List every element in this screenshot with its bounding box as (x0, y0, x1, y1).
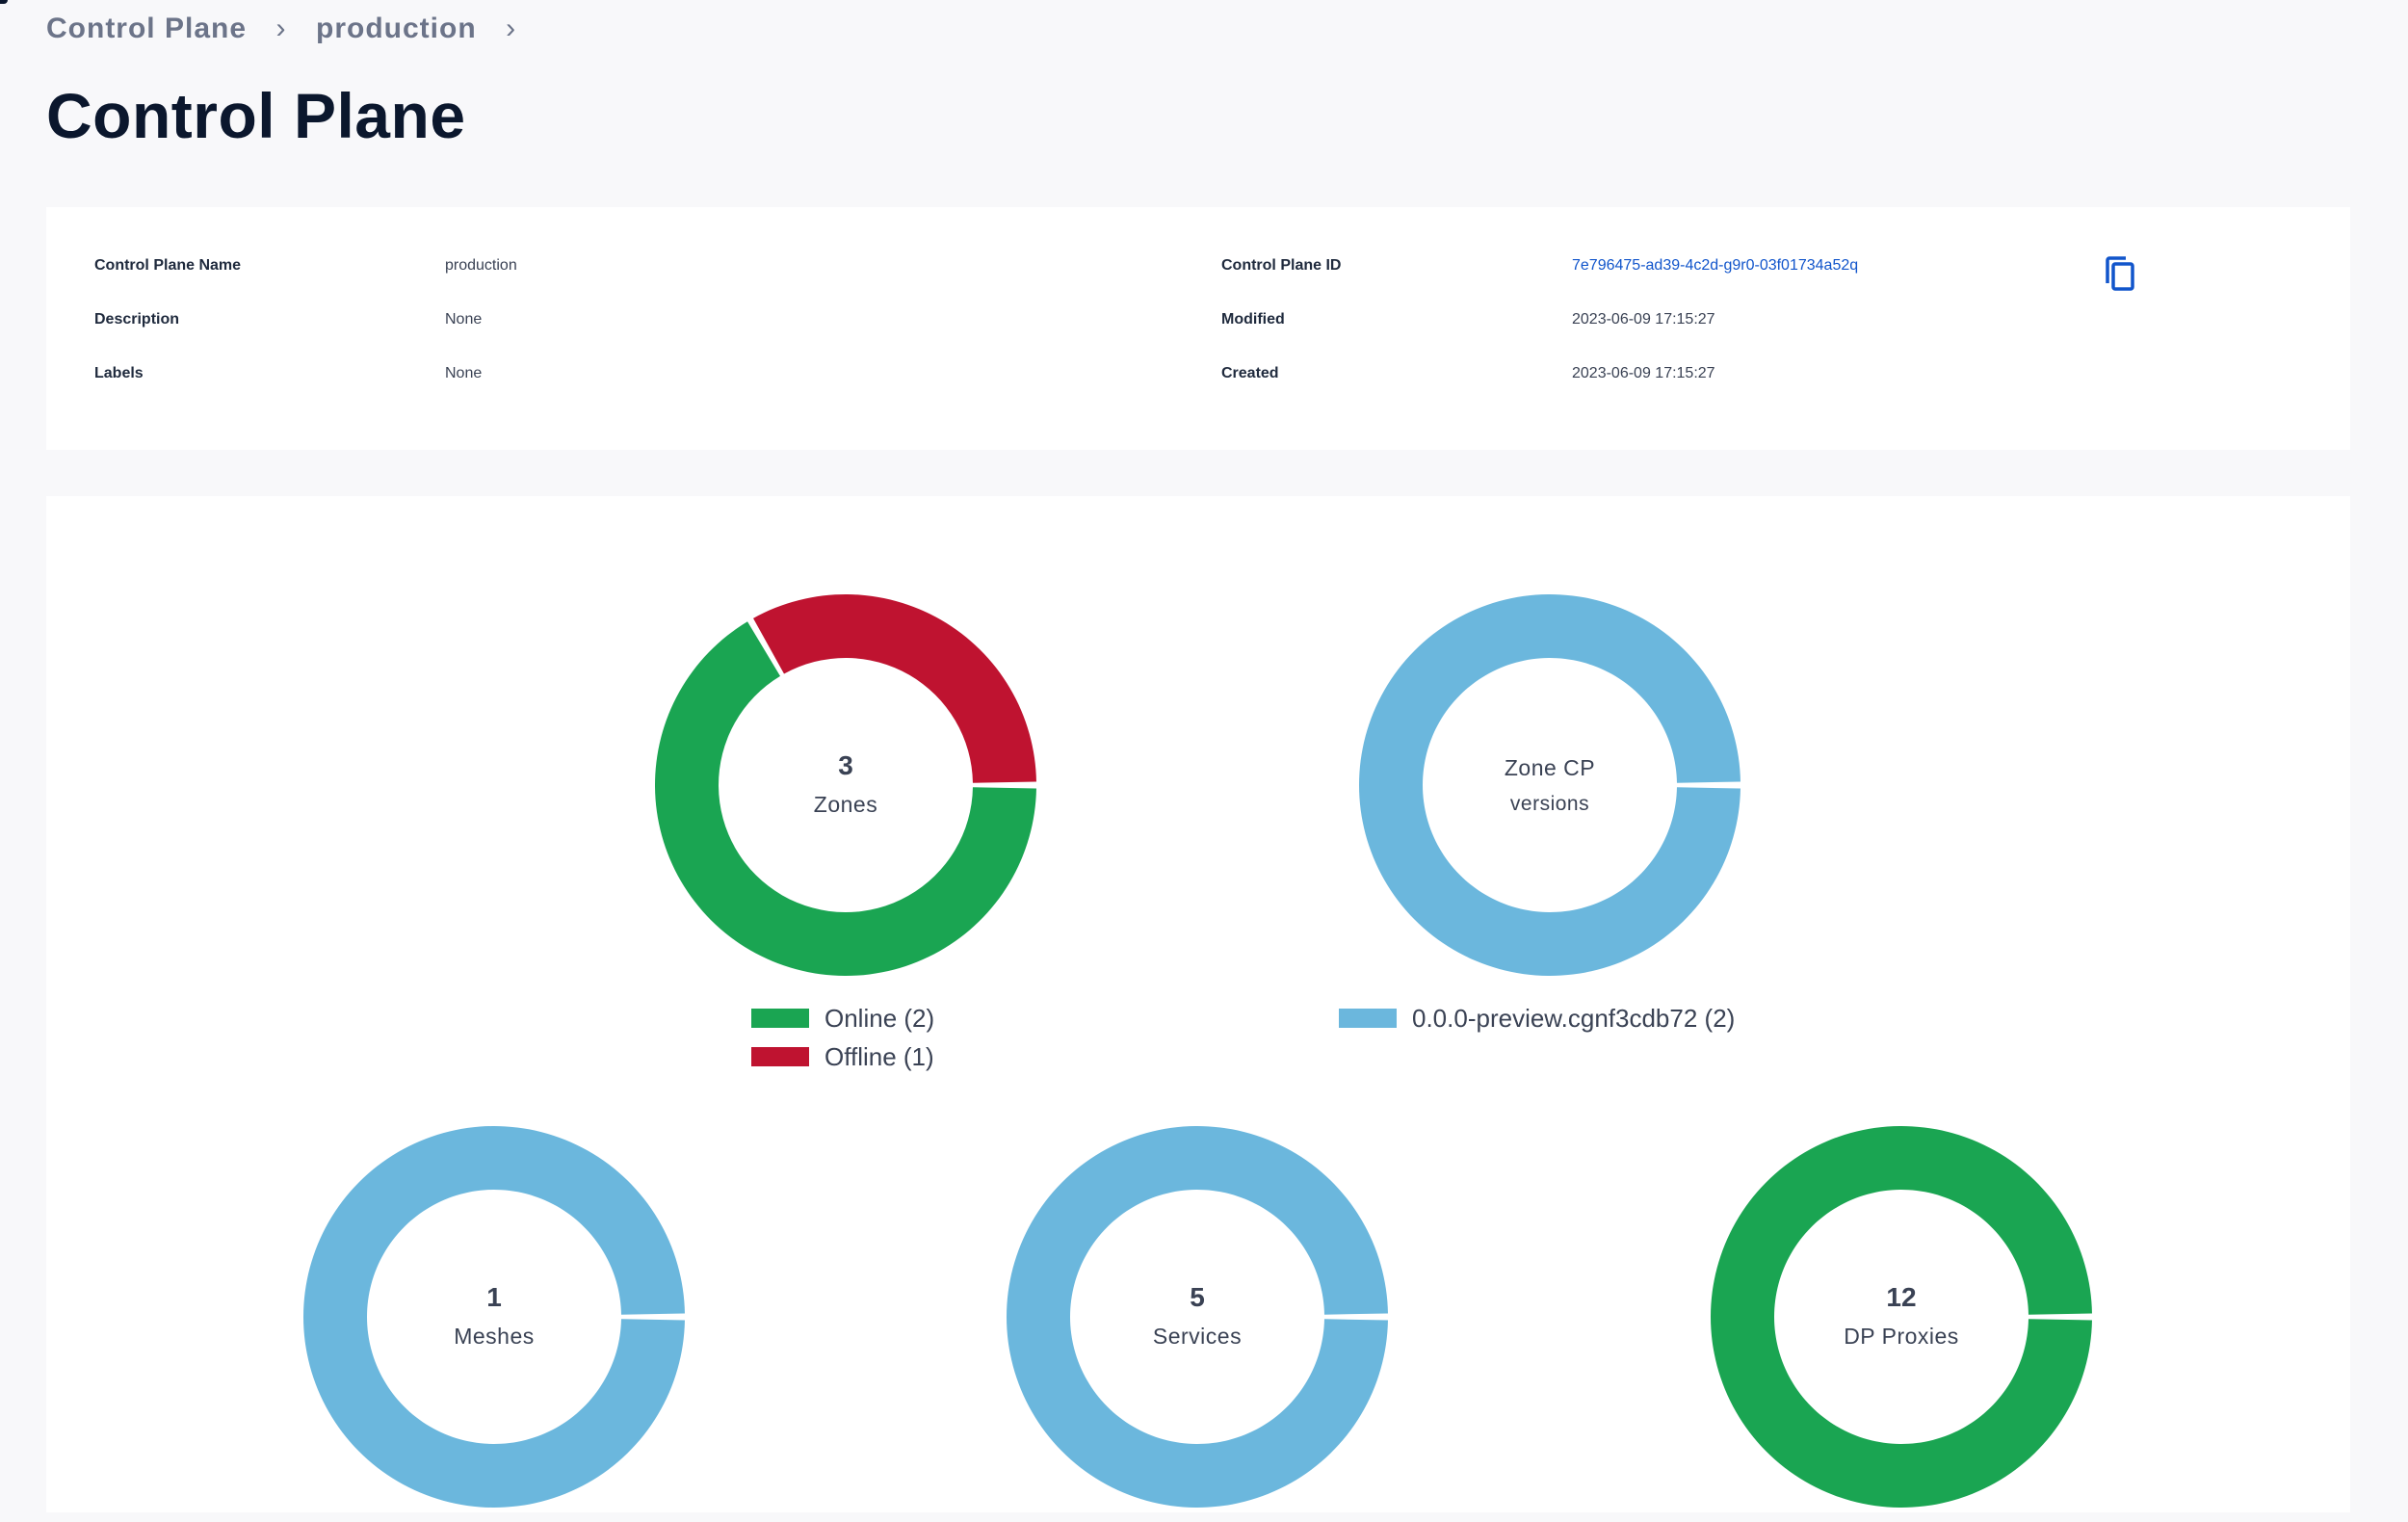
zones-donut-svg (655, 594, 1036, 976)
legend-item-online[interactable]: Online (2) (751, 999, 934, 1037)
control-plane-name-label: Control Plane Name (94, 257, 242, 274)
labels-value: None (445, 365, 483, 381)
legend-item-version[interactable]: 0.0.0-preview.cgnf3cdb72 (2) (1339, 999, 1735, 1037)
dp-proxies-count: 12 (1886, 1282, 1917, 1312)
donut-slice-online-2[interactable] (655, 621, 1036, 976)
meshes-caption: Meshes (454, 1324, 535, 1349)
description-value: None (445, 311, 483, 328)
created-value: 2023-06-09 17:15:27 (1572, 365, 1715, 381)
zones-legend: Online (2) Offline (1) (751, 999, 934, 1076)
donut-slice-dp-proxies[interactable] (1711, 1126, 2092, 1508)
services-donut-center: 5 Services (1005, 1124, 1390, 1509)
dp-proxies-donut-center: 12 DP Proxies (1709, 1124, 2094, 1509)
chevron-right-icon: › (506, 13, 517, 44)
description-label: Description (94, 311, 180, 328)
copy-icon[interactable] (2104, 255, 2136, 292)
zones-donut-chart: 3 Zones (653, 592, 1038, 978)
donut-slice-services[interactable] (1007, 1126, 1388, 1508)
legend-swatch-version (1339, 1009, 1397, 1028)
donut-slice-meshes[interactable] (303, 1126, 685, 1508)
dp-proxies-caption: DP Proxies (1844, 1324, 1959, 1349)
window-corner-mark (0, 0, 8, 4)
breadcrumb: Control Plane › production › (46, 10, 546, 48)
services-donut-svg (1007, 1126, 1388, 1508)
zone-cp-caption-line1: Zone CP (1504, 755, 1596, 780)
legend-label-version: 0.0.0-preview.cgnf3cdb72 (2) (1412, 1003, 1736, 1033)
meshes-donut-chart: 1 Meshes (301, 1124, 687, 1509)
page-title: Control Plane (46, 80, 466, 151)
meshes-donut-center: 1 Meshes (301, 1124, 687, 1509)
zones-caption: Zones (813, 792, 878, 817)
control-plane-id-label: Control Plane ID (1221, 257, 1342, 274)
dp-proxies-donut-svg (1711, 1126, 2092, 1508)
meshes-count: 1 (486, 1282, 502, 1312)
donut-slice-0-0-0-preview-cgnf3cdb72-2[interactable] (1359, 594, 1741, 976)
zones-count: 3 (838, 750, 853, 780)
donut-slice-offline-1[interactable] (753, 594, 1036, 783)
zone-cp-versions-legend: 0.0.0-preview.cgnf3cdb72 (2) (1339, 999, 1735, 1037)
services-caption: Services (1152, 1324, 1243, 1349)
legend-label-online: Online (2) (824, 1003, 935, 1033)
chevron-right-icon: › (275, 13, 287, 44)
modified-label: Modified (1221, 311, 1285, 328)
legend-item-offline[interactable]: Offline (1) (751, 1037, 934, 1076)
dp-proxies-donut-chart: 12 DP Proxies (1709, 1124, 2094, 1509)
legend-swatch-offline (751, 1047, 809, 1066)
breadcrumb-item-production[interactable]: production (316, 13, 477, 44)
zone-cp-caption-line2: versions (1509, 793, 1590, 815)
legend-swatch-online (751, 1009, 809, 1028)
control-plane-id-value[interactable]: 7e796475-ad39-4c2d-g9r0-03f01734a52q (1572, 257, 1859, 274)
meshes-donut-svg (303, 1126, 685, 1508)
created-label: Created (1221, 365, 1279, 381)
services-count: 5 (1190, 1282, 1205, 1312)
zone-cp-versions-donut-svg (1359, 594, 1741, 976)
labels-label: Labels (94, 365, 144, 381)
zones-donut-center: 3 Zones (653, 592, 1038, 978)
breadcrumb-item-control-plane[interactable]: Control Plane (46, 13, 248, 44)
control-plane-name-value: production (445, 257, 517, 274)
details-card: Control Plane Name production Descriptio… (46, 207, 2350, 450)
services-donut-chart: 5 Services (1005, 1124, 1390, 1509)
legend-label-offline: Offline (1) (824, 1041, 934, 1071)
charts-card: 3 Zones Online (2) Offline (1) Zone CP v… (46, 496, 2350, 1512)
modified-value: 2023-06-09 17:15:27 (1572, 311, 1715, 328)
zone-cp-versions-center: Zone CP versions (1357, 592, 1742, 978)
zone-cp-versions-donut-chart: Zone CP versions (1357, 592, 1742, 978)
